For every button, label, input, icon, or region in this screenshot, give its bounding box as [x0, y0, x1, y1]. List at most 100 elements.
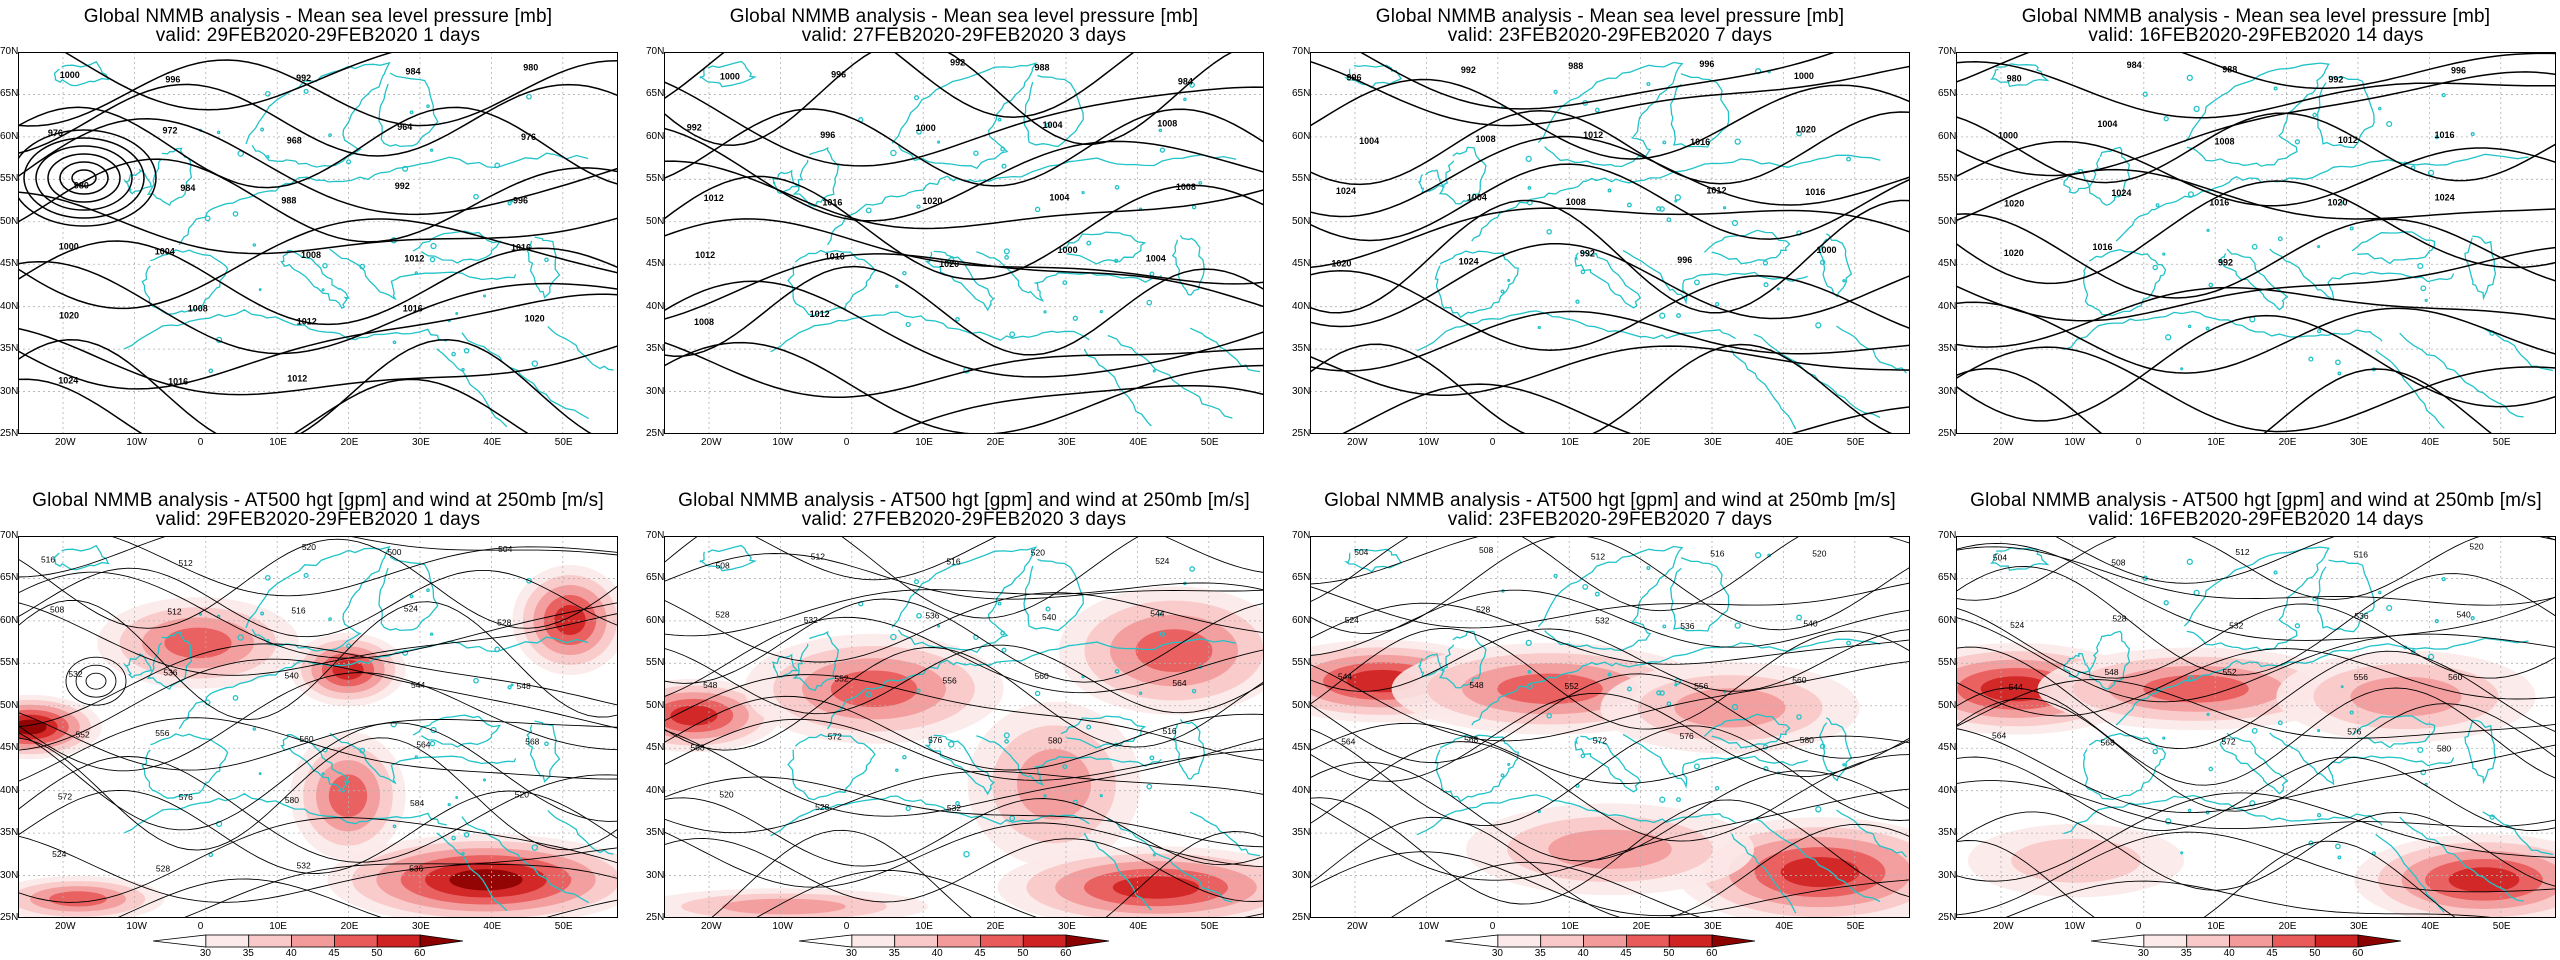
isoline-label: 512 — [167, 607, 181, 617]
isoline-labels: 504 508 512 516 520 524 528 532 536 540 544 548 552 5… — [1992, 541, 2484, 754]
lon-tick-label: 10E — [915, 921, 933, 932]
isoline-label: 1024 — [58, 375, 78, 385]
lat-tick-label: 70N — [646, 46, 665, 57]
isoline-label: 552 — [76, 729, 90, 739]
isoline-label: 980 — [523, 63, 538, 73]
lat-tick-label: 65N — [1292, 572, 1311, 584]
map-frame — [664, 536, 1264, 918]
lon-tick-label: 10W — [772, 437, 793, 448]
lon-tick-label: 0 — [2135, 437, 2142, 448]
isoline-label: 968 — [287, 135, 302, 145]
isoline-label: 568 — [525, 736, 539, 746]
isoline-label: 504 — [498, 544, 512, 554]
isoline-label: 992 — [1580, 249, 1595, 259]
isoline-label: 1000 — [59, 241, 79, 251]
isoline-label: 1020 — [2328, 197, 2348, 207]
lat-tick-label: 35N — [1938, 827, 1957, 839]
lat-tick-label: 60N — [0, 130, 19, 142]
lat-tick-label: 30N — [646, 385, 665, 397]
lon-tick-label: 40E — [1775, 921, 1794, 932]
isoline-label: 540 — [1042, 612, 1056, 622]
isoline-label: 1000 — [1058, 245, 1078, 255]
isoline-label: 580 — [2437, 744, 2451, 754]
isoline-label: 508 — [50, 604, 64, 614]
isoline-label: 516 — [291, 606, 305, 616]
map-area: 1000 996 992 988 984 992 996 1000 1004 1008 1012 10… — [664, 52, 1264, 434]
isoline-label: 992 — [2328, 74, 2343, 84]
lon-tick-label: 20E — [340, 437, 359, 448]
lat-tick-label: 25N — [0, 428, 19, 439]
map-area: 516 512 520 500 504 508 512 516 524 528 532 536 540 5… — [18, 536, 618, 918]
map-frame — [1310, 52, 1910, 434]
isoline-label: 1016 — [2093, 242, 2113, 252]
lat-tick-label: 45N — [0, 258, 19, 270]
isoline-label: 1020 — [2004, 248, 2024, 258]
lat-tick-label: 70N — [1938, 46, 1957, 57]
isoline-label: 1008 — [694, 317, 714, 327]
coastline — [1990, 546, 2554, 913]
lon-tick-label: 30E — [412, 921, 430, 932]
isoline-label: 528 — [497, 617, 511, 627]
isoline-label: 500 — [387, 547, 401, 557]
colorbar-tick-label: 45 — [974, 948, 986, 959]
lon-tick-label: 40E — [483, 921, 502, 932]
isoline-labels: 516 512 520 500 504 508 512 516 524 528 532 536 540 5… — [41, 542, 540, 874]
isoline-label: 1004 — [1146, 253, 1166, 263]
isoline-label: 1020 — [2004, 199, 2024, 209]
isoline-label: 1004 — [1049, 193, 1069, 203]
isolines — [664, 536, 1264, 918]
lat-tick-label: 30N — [1938, 869, 1957, 881]
lat-tick-label: 55N — [1292, 173, 1311, 185]
lat-tick-label: 40N — [1292, 784, 1311, 796]
lon-tick-label: 40E — [2421, 437, 2440, 448]
lat-tick-label: 55N — [1292, 657, 1311, 669]
lat-tick-label: 35N — [0, 827, 19, 839]
lon-tick-label: 10E — [2207, 437, 2225, 448]
isoline-label: 996 — [1677, 255, 1692, 265]
colorbar-tick-label: 30 — [2137, 948, 2149, 959]
isoline-label: 560 — [1035, 671, 1049, 681]
isoline-label: 548 — [1469, 680, 1483, 690]
lon-tick-label: 50E — [2492, 437, 2511, 448]
wind-speed-shading — [1956, 642, 2556, 918]
isoline-label: 528 — [1476, 605, 1490, 615]
lon-tick-label: 40E — [483, 437, 502, 448]
wind-colorbar — [1445, 934, 1756, 948]
isoline-label: 508 — [1479, 545, 1493, 555]
isoline-label: 1012 — [1583, 130, 1603, 140]
lat-tick-label: 45N — [646, 742, 665, 754]
lat-tick-label: 60N — [1292, 614, 1311, 626]
isoline-label: 1024 — [1336, 186, 1356, 196]
isoline-label: 1008 — [301, 250, 321, 260]
isoline-label: 1012 — [695, 250, 715, 260]
lon-tick-label: 20W — [55, 921, 76, 932]
lat-tick-label: 30N — [646, 869, 665, 881]
lon-tick-label: 0 — [1489, 921, 1496, 932]
isoline-label: 580 — [1048, 735, 1062, 745]
isoline-label: 980 — [74, 180, 89, 190]
lat-tick-label: 40N — [1292, 300, 1311, 312]
lat-tick-label: 25N — [646, 428, 665, 439]
isoline-label: 572 — [58, 792, 72, 802]
wind-colorbar — [799, 934, 1110, 948]
lat-tick-label: 55N — [1938, 657, 1957, 669]
isoline-label: 1016 — [168, 376, 188, 386]
isoline-label: 1000 — [60, 70, 80, 80]
lat-tick-label: 30N — [0, 869, 19, 881]
isoline-label: 532 — [2229, 620, 2243, 630]
isoline-label: 516 — [1162, 726, 1176, 736]
isoline-label: 992 — [296, 73, 311, 83]
isoline-label: 528 — [815, 802, 829, 812]
lon-tick-label: 20E — [1632, 921, 1651, 932]
lat-tick-label: 35N — [646, 343, 665, 355]
colorbar-tick-label: 40 — [931, 948, 943, 959]
isoline-label: 524 — [1345, 615, 1359, 625]
isoline-label: 556 — [942, 676, 956, 686]
colorbar-tick-label: 60 — [414, 948, 426, 959]
lon-tick-label: 50E — [1200, 921, 1219, 932]
isoline-label: 576 — [179, 792, 193, 802]
colorbar-tick-label: 60 — [2352, 948, 2364, 959]
lat-tick-label: 60N — [646, 614, 665, 626]
isoline-label: 1016 — [403, 303, 423, 313]
lon-tick-label: 40E — [1129, 437, 1148, 448]
